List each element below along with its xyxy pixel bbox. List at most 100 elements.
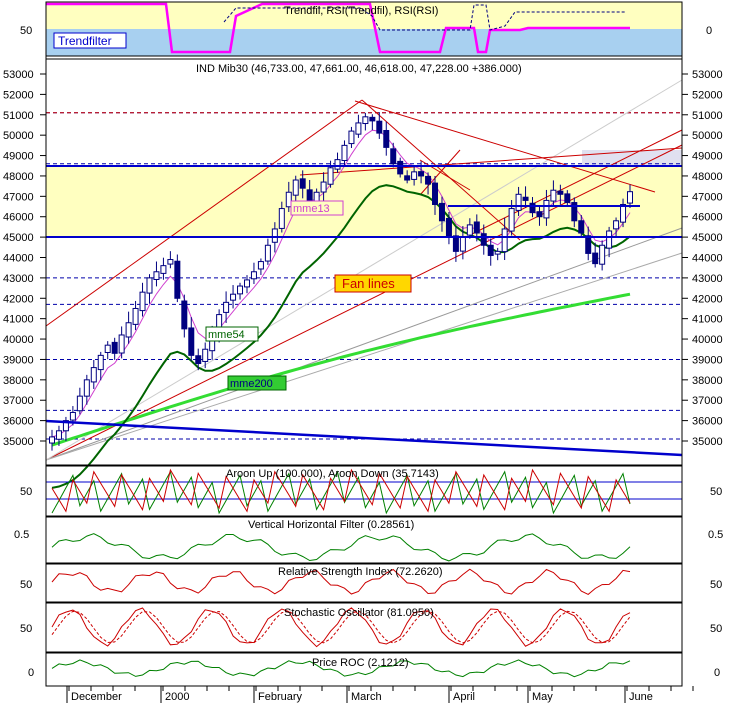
y-tick-label-right: 41000 xyxy=(692,314,723,326)
x-tick-label: June xyxy=(629,691,653,703)
y-tick-label-left: 38000 xyxy=(3,375,34,387)
candle-up xyxy=(543,199,550,219)
x-tick-label: February xyxy=(258,691,303,703)
candle-down xyxy=(585,235,592,254)
y-tick-label-left: 48000 xyxy=(3,171,34,183)
candle-down xyxy=(188,327,195,356)
price-grey-zone xyxy=(582,150,682,166)
y-tick-label-left: 47000 xyxy=(3,191,34,203)
candle-down xyxy=(418,171,425,177)
mme200-line xyxy=(51,292,631,447)
vhf-panel: Vertical Horizontal Filter (0.28561) 0.5… xyxy=(14,519,723,562)
candle-up xyxy=(83,379,90,397)
aroon-title: Aroon Up (100.000), Aroon Down (35.7143) xyxy=(226,468,439,480)
candle-up xyxy=(223,301,230,313)
stoch-title: Stochastic Oscillator (81.0950) xyxy=(284,607,434,619)
trendfilter-line xyxy=(46,2,630,54)
candle-up xyxy=(243,279,250,288)
fan-line xyxy=(45,227,683,461)
y-tick-label-right: 35000 xyxy=(692,436,723,448)
candle-up xyxy=(104,344,111,353)
candle-up xyxy=(49,436,55,444)
stoch-signal-line xyxy=(51,610,631,644)
fan-line xyxy=(299,147,683,176)
x-tick-label: May xyxy=(532,691,553,703)
y-tick-label-right: 48000 xyxy=(692,171,723,183)
candle-up xyxy=(160,265,167,274)
aroon-right-tick: 50 xyxy=(710,486,722,498)
trendfilter-panel: Trendfilter Trendfil, RSI(Trendfil), RSI… xyxy=(20,2,712,56)
y-tick-label-right: 46000 xyxy=(692,212,723,224)
y-tick-label-right: 52000 xyxy=(692,89,723,101)
candle-down xyxy=(425,175,432,185)
candle-down xyxy=(111,341,118,354)
y-tick-label-left: 52000 xyxy=(3,89,34,101)
y-tick-label-left: 40000 xyxy=(3,334,34,346)
candle-up xyxy=(132,307,139,325)
y-tick-label-left: 39000 xyxy=(3,354,34,366)
candle-up xyxy=(327,167,334,185)
candle-down xyxy=(404,175,411,181)
candle-down xyxy=(383,129,390,148)
trendfilter-bull-zone xyxy=(46,2,682,29)
y-tick-label-right: 45000 xyxy=(692,232,723,244)
trendfilter-rsi-line xyxy=(223,4,625,31)
candle-down xyxy=(536,211,543,218)
y-tick-label-left: 37000 xyxy=(3,395,34,407)
y-tick-label-left: 49000 xyxy=(3,151,34,163)
candle-up xyxy=(292,179,299,196)
candle-up xyxy=(627,191,633,204)
candle-down xyxy=(181,300,188,330)
candle-up xyxy=(411,171,418,180)
y-tick-label-left: 44000 xyxy=(3,253,34,265)
fan-lines-label: Fan lines xyxy=(342,276,395,291)
stoch-left-tick: 50 xyxy=(20,623,32,635)
trendfilter-title: Trendfil, RSI(Trendfil), RSI(RSI) xyxy=(284,5,438,17)
mme54-label: mme54 xyxy=(208,329,245,341)
candle-down xyxy=(522,196,529,201)
rsi-left-tick: 50 xyxy=(20,579,32,591)
candle-up xyxy=(257,261,264,270)
vhf-right-tick: 0.5 xyxy=(708,529,723,541)
candle-up xyxy=(613,220,620,230)
rsi-panel: Relative Strength Index (72.2620) 50 50 xyxy=(20,566,722,595)
candle-down xyxy=(480,233,487,246)
y-tick-label-left: 41000 xyxy=(3,314,34,326)
mme200-label-box xyxy=(227,375,287,391)
candle-down xyxy=(445,217,452,238)
y-tick-label-right: 43000 xyxy=(692,273,723,285)
candle-down xyxy=(390,148,397,165)
candle-up xyxy=(550,189,557,202)
roc-panel: Price ROC (2.1212) 0 0 xyxy=(28,657,720,679)
trendfilter-bear-zone xyxy=(46,29,682,56)
fan-lines xyxy=(45,79,683,461)
candle-up xyxy=(237,285,244,295)
candle-up xyxy=(76,395,83,412)
panel-frames xyxy=(45,1,683,687)
aroon-up-line xyxy=(51,470,631,515)
x-tick-label: March xyxy=(351,691,382,703)
candle-up xyxy=(334,159,341,170)
candle-down xyxy=(369,116,376,122)
y-tick-label-right: 47000 xyxy=(692,191,723,203)
candle-down xyxy=(571,202,578,222)
candle-down xyxy=(397,160,404,175)
candle-up xyxy=(501,228,508,253)
roc-line xyxy=(51,659,631,678)
long-trendline xyxy=(45,419,683,457)
candle-down xyxy=(195,355,202,365)
y-tick-label-left: 42000 xyxy=(3,293,34,305)
fan-lines-label-box xyxy=(334,274,412,293)
y-tick-label-right: 39000 xyxy=(692,354,723,366)
fan-line xyxy=(361,99,521,241)
candle-up xyxy=(69,411,76,421)
roc-title: Price ROC (2.1212) xyxy=(312,657,409,669)
candle-up xyxy=(355,122,362,135)
candle-up xyxy=(230,293,237,301)
y-tick-label-left: 45000 xyxy=(3,232,34,244)
candle-up xyxy=(459,236,466,252)
candle-down xyxy=(529,202,536,214)
candle-down xyxy=(564,193,571,203)
stoch-right-tick: 50 xyxy=(710,623,722,635)
candle-up xyxy=(606,230,613,249)
